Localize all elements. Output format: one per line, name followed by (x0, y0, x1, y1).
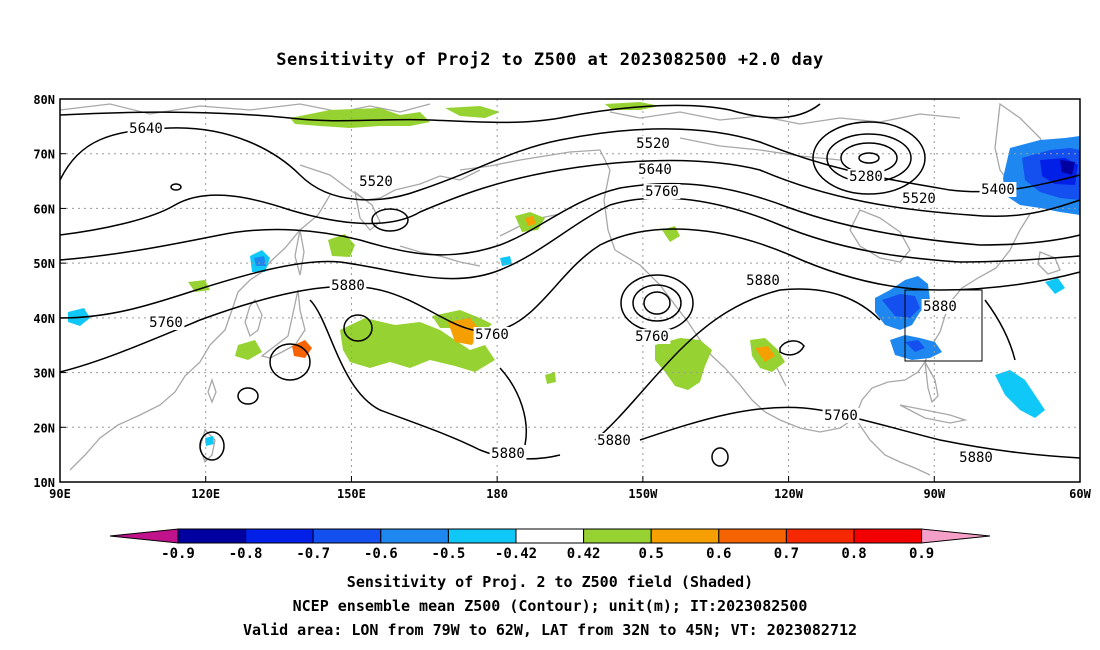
contour-label: 5640 (129, 121, 163, 137)
colorbar-box (177, 528, 247, 544)
colorbar-label: 0.9 (909, 546, 934, 562)
contour-label: 5760 (824, 408, 858, 424)
contour-label: 5880 (959, 450, 993, 466)
lat-tick-label: 60N (33, 202, 55, 216)
colorbar-box (515, 528, 585, 544)
lon-tick-label: 120E (191, 487, 220, 501)
contour-label: 5880 (597, 433, 631, 449)
contour-label: 5640 (638, 162, 672, 178)
colorbar-label: -0.5 (432, 546, 466, 562)
lon-tick-label: 150E (337, 487, 366, 501)
sensitivity-shading (68, 102, 1080, 446)
colorbar-label: -0.42 (495, 546, 537, 562)
contour-label: 5880 (491, 446, 525, 462)
lat-tick-label: 80N (33, 93, 55, 107)
colorbar-box (447, 528, 517, 544)
colorbar-label: 0.8 (841, 546, 866, 562)
contour-label: 5880 (923, 299, 957, 315)
colorbar-box (583, 528, 652, 544)
contour-label: 5520 (636, 136, 670, 152)
colorbar-box (718, 528, 787, 544)
contour-label: 5760 (645, 184, 679, 200)
lat-tick-label: 40N (33, 312, 55, 326)
lat-tick-label: 30N (33, 367, 55, 381)
colorbar-label: -0.8 (229, 546, 263, 562)
colorbar-label: -0.9 (161, 546, 195, 562)
lat-tick-label: 20N (33, 421, 55, 435)
valid-area-box (904, 289, 983, 362)
caption-line-2: NCEP ensemble mean Z500 (Contour); unit(… (292, 597, 808, 615)
caption-line-3: Valid area: LON from 79W to 62W, LAT fro… (242, 621, 858, 639)
contour-label: 5760 (475, 327, 509, 343)
colorbar-label: -0.6 (364, 546, 398, 562)
colorbar-label: 0.42 (567, 546, 601, 562)
colorbar-box (312, 528, 382, 544)
caption-line-1: Sensitivity of Proj. 2 to Z500 field (Sh… (346, 573, 754, 591)
contour-labels: 5640 5520 5520 5640 5760 5280 5520 5400 5880 5880… (127, 121, 1017, 466)
lon-tick-label: 90E (49, 487, 71, 501)
colorbar-label: 0.5 (639, 546, 664, 562)
colorbar-box (785, 528, 855, 544)
lat-tick-label: 70N (33, 148, 55, 162)
map-frame (59, 98, 1081, 483)
lon-tick-label: 180 (486, 487, 508, 501)
colorbar-box (853, 528, 923, 544)
colorbar-box (650, 528, 720, 544)
contour-label: 5520 (359, 174, 393, 190)
contour-label: 5760 (635, 329, 669, 345)
colorbar-lower-triangle (109, 528, 179, 544)
contour-label: 5880 (331, 278, 365, 294)
lon-tick-label: 150W (628, 487, 658, 501)
colorbar-label: 0.6 (706, 546, 731, 562)
contour-label: 5760 (149, 315, 183, 331)
colorbar-box (380, 528, 449, 544)
colorbar-label: -0.7 (296, 546, 330, 562)
contour-label: 5280 (849, 169, 883, 185)
map-title: Sensitivity of Proj2 to Z500 at 20230825… (276, 50, 824, 70)
axis-ticks: 90E 120E 150E 180 150W 120W 90W 60W 10N 20N 30N 40N… (33, 93, 1091, 501)
colorbar-upper-triangle (921, 528, 991, 544)
lat-tick-label: 10N (33, 476, 55, 490)
colorbar-label: 0.7 (774, 546, 799, 562)
contour-label: 5400 (981, 182, 1015, 198)
contour-label: 5880 (746, 273, 780, 289)
lat-tick-label: 50N (33, 257, 55, 271)
contour-label: 5520 (902, 191, 936, 207)
lon-tick-label: 90W (923, 487, 945, 501)
lon-tick-label: 60W (1069, 487, 1091, 501)
colorbar-box (245, 528, 314, 544)
lon-tick-label: 120W (774, 487, 804, 501)
